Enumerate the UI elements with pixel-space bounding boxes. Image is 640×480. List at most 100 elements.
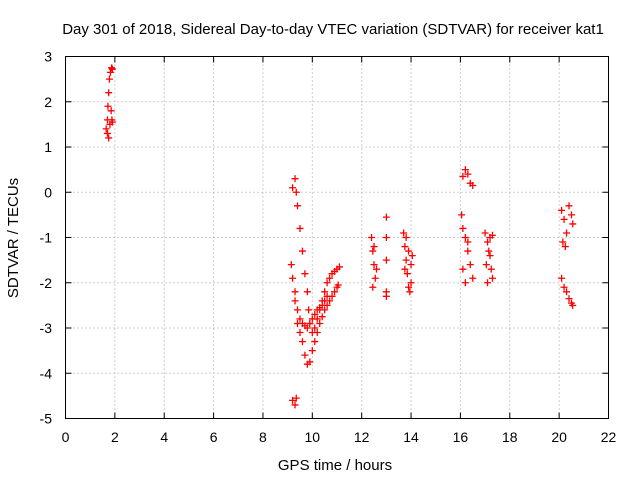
x-tick-label: 18 (502, 429, 518, 445)
plot-frame (65, 56, 609, 419)
data-point (488, 274, 496, 282)
data-point (287, 261, 295, 269)
data-point (405, 283, 413, 291)
data-point (459, 172, 467, 180)
x-tick-label: 0 (62, 429, 70, 445)
data-point (326, 274, 334, 282)
data-point (311, 310, 319, 318)
series-track-g (400, 229, 416, 296)
data-point (382, 256, 390, 264)
data-point (289, 274, 297, 282)
data-point (305, 306, 313, 314)
data-point (291, 288, 299, 296)
data-point (301, 351, 309, 359)
data-point (289, 396, 297, 404)
data-point (565, 202, 573, 210)
data-point (565, 295, 573, 303)
data-point (487, 265, 495, 273)
x-axis-tick-labels: 0 2 4 6 8 10 12 14 16 18 20 22 (62, 429, 617, 445)
data-point (321, 297, 329, 305)
data-point (559, 238, 567, 246)
data-point (291, 175, 299, 183)
data-point (461, 279, 469, 287)
series-track-i (481, 229, 496, 287)
data-point (563, 288, 571, 296)
data-point (469, 181, 477, 189)
data-point (458, 211, 466, 219)
data-point (323, 292, 331, 300)
data-point (311, 338, 319, 346)
data-point (301, 270, 309, 278)
x-tick-label: 2 (111, 429, 119, 445)
series-track-j (558, 202, 577, 309)
data-point (291, 297, 299, 305)
y-tick-label: 1 (44, 139, 52, 155)
y-tick-label: -1 (40, 230, 53, 246)
data-point (402, 256, 410, 264)
y-tick-label: -3 (40, 320, 53, 336)
data-point (459, 224, 467, 232)
data-point (488, 231, 496, 239)
data-point (323, 279, 331, 287)
series-track-h (458, 166, 477, 287)
data-point (561, 243, 569, 251)
data-point (569, 220, 577, 228)
data-point (292, 394, 300, 402)
data-point (108, 64, 116, 72)
chart-title: Day 301 of 2018, Sidereal Day-to-day VTE… (62, 21, 604, 38)
data-point (461, 166, 469, 174)
data-point (331, 288, 339, 296)
data-point (303, 324, 311, 332)
data-point (308, 315, 316, 323)
x-tick-label: 10 (305, 429, 321, 445)
data-point (407, 279, 415, 287)
data-point (482, 261, 490, 269)
data-point (560, 215, 568, 223)
y-tick-label: 3 (44, 49, 52, 65)
data-point (308, 347, 316, 355)
data-point (459, 265, 467, 273)
data-point (105, 75, 113, 83)
data-point (294, 202, 302, 210)
data-point (296, 315, 304, 323)
data-point (298, 338, 306, 346)
data-point (102, 125, 110, 133)
data-point (382, 234, 390, 241)
data-point (569, 301, 577, 309)
data-point (105, 134, 113, 142)
y-tick-label: -5 (40, 411, 53, 427)
data-point (461, 234, 469, 241)
data-point (308, 329, 316, 337)
y-tick-label: -4 (40, 365, 53, 381)
x-tick-label: 14 (403, 429, 419, 445)
data-point (567, 211, 575, 219)
y-axis-tick-labels: -5 -4 -3 -2 -1 0 1 2 3 (40, 49, 53, 427)
data-point (105, 89, 113, 97)
data-point (400, 229, 408, 237)
data-point (370, 243, 378, 251)
y-tick-label: 0 (44, 184, 52, 200)
data-point (103, 129, 111, 137)
data-point (371, 274, 379, 282)
data-point (401, 265, 409, 273)
data-points (102, 64, 577, 409)
axis-ticks (65, 56, 609, 419)
data-point (372, 265, 380, 273)
data-point (405, 247, 413, 255)
data-point (306, 358, 314, 366)
data-point (382, 292, 390, 300)
data-point (408, 252, 416, 260)
data-point (464, 238, 472, 246)
data-point (484, 238, 492, 246)
data-point (318, 313, 326, 321)
data-point (485, 247, 493, 255)
data-point (108, 118, 116, 126)
grid (65, 56, 609, 419)
data-point (382, 213, 390, 221)
data-point (335, 263, 343, 271)
x-tick-label: 8 (259, 429, 267, 445)
data-point (316, 319, 324, 327)
data-point (303, 288, 311, 296)
data-point (558, 206, 566, 214)
